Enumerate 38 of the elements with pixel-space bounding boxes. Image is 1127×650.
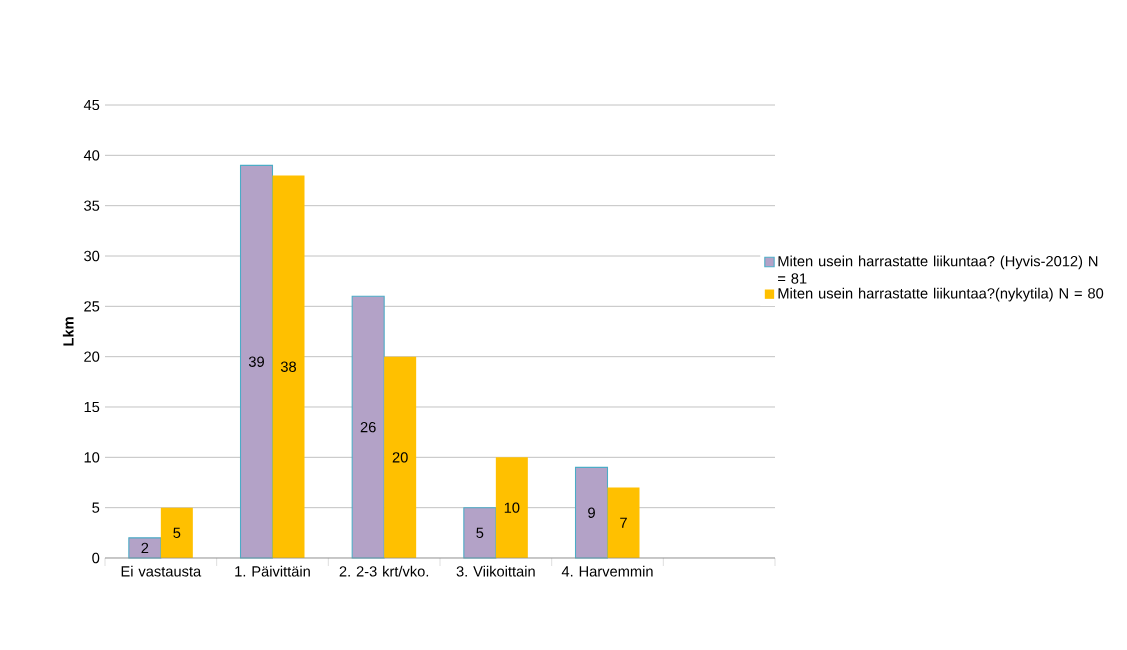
bar	[463, 507, 497, 559]
y-tick-label: 10	[84, 452, 100, 463]
data-label: 9	[588, 507, 595, 518]
bar	[384, 356, 417, 558]
y-tick-label: 40	[83, 150, 100, 161]
data-label: 2	[141, 542, 149, 554]
y-tick-label: 20	[84, 351, 100, 362]
data-label: 7	[620, 517, 627, 528]
legend-label: Miten usein harrastatte liikuntaa? (Hyvis-2012) N = 81	[778, 255, 1098, 284]
legend-label: Miten usein harrastatte liikuntaa?(nykytila) N = 80	[778, 287, 1104, 302]
bar	[239, 164, 274, 559]
x-tick-label: 4. Harvemmin	[561, 565, 653, 577]
y-tick-label: 15	[84, 401, 100, 413]
data-label: 5	[476, 527, 484, 538]
y-axis-title: Lkm	[62, 317, 74, 346]
bar	[574, 466, 609, 559]
bar	[272, 175, 305, 558]
y-tick-label: 25	[84, 301, 100, 312]
bar	[607, 487, 640, 558]
data-label: 38	[280, 361, 297, 372]
y-tick-label: 5	[92, 502, 100, 513]
data-label: 20	[392, 452, 408, 463]
x-tick-label: 1. Päivittäin	[235, 565, 310, 577]
x-tick-label: 2. 2-3 krt/vko.	[339, 565, 429, 577]
bar	[128, 537, 162, 559]
bar	[160, 507, 193, 558]
data-label: 10	[504, 502, 520, 513]
x-tick-label: 3. Viikoittain	[456, 565, 535, 577]
y-tick-label: 35	[84, 200, 100, 211]
y-tick-label: 45	[83, 99, 100, 111]
bar	[495, 457, 528, 558]
data-label: 39	[248, 356, 264, 367]
x-tick-label: Ei vastausta	[121, 565, 202, 577]
y-tick-label: 30	[84, 250, 100, 262]
y-tick-label: 0	[92, 552, 100, 564]
data-label: 5	[173, 527, 181, 538]
bar	[351, 295, 385, 559]
data-label: 26	[360, 421, 376, 433]
